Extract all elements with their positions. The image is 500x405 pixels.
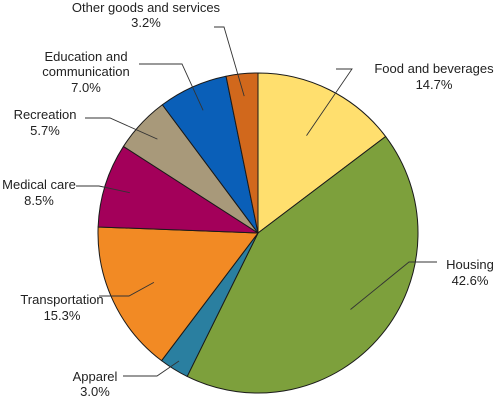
label-education-value: 7.0%	[71, 80, 101, 95]
label-recreation-value: 5.7%	[30, 123, 60, 138]
pie-slices	[97, 72, 419, 394]
pie-slice-food-and-beverages	[257, 72, 387, 234]
label-other-goods: Other goods and services	[72, 0, 221, 15]
leader-line-recreation	[85, 117, 158, 140]
label-education-line1: Education and	[44, 49, 127, 64]
label-housing: Housing	[446, 257, 494, 272]
pie-slice-housing	[186, 136, 419, 394]
leader-lines	[76, 26, 437, 377]
leader-line-education-and-communication	[139, 63, 204, 111]
label-transportation-value: 15.3%	[44, 308, 81, 323]
leader-line-other-goods-and-services	[214, 26, 245, 97]
label-apparel-value: 3.0%	[80, 384, 110, 399]
pie-slice-other-goods-and-services	[225, 72, 259, 234]
leader-line-food-and-beverages	[306, 68, 353, 136]
label-food-beverages-value: 14.7%	[416, 77, 453, 92]
label-medical-care: Medical care	[2, 177, 76, 192]
label-medical-care-value: 8.5%	[24, 193, 54, 208]
leader-line-housing	[350, 261, 437, 310]
leader-line-apparel	[123, 360, 180, 377]
leader-line-transportation	[99, 282, 155, 297]
leader-line-medical-care	[76, 185, 130, 194]
label-education-line2: communication	[42, 64, 129, 79]
pie-slice-transportation	[97, 226, 259, 362]
label-other-goods-value: 3.2%	[131, 15, 161, 30]
label-food-beverages: Food and beverages	[374, 61, 494, 76]
label-apparel: Apparel	[73, 369, 118, 384]
label-housing-value: 42.6%	[452, 273, 489, 288]
label-transportation: Transportation	[20, 292, 103, 307]
pie-slice-medical-care	[97, 145, 259, 234]
label-recreation: Recreation	[14, 107, 77, 122]
